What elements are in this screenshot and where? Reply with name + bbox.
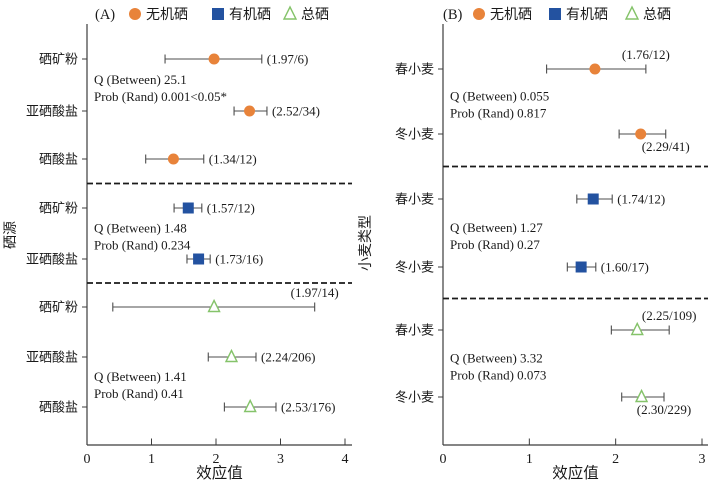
- category-label: 春小麦: [395, 62, 434, 77]
- y-axis-title: 小麦类型: [358, 215, 374, 271]
- prob-rand-stat: Prob (Rand) 0.073: [450, 368, 546, 383]
- category-label: 春小麦: [395, 323, 434, 338]
- effect-size-label: (1.57/12): [207, 201, 255, 216]
- x-tick-label: 4: [342, 452, 349, 467]
- x-axis-title: 效应值: [196, 463, 243, 482]
- x-tick-label: 0: [440, 452, 447, 467]
- organic-se-marker-square: [587, 193, 599, 205]
- legend-label: 总硒: [643, 7, 671, 23]
- panel-label: (A): [95, 7, 115, 23]
- organic-se-marker-square: [212, 8, 224, 20]
- category-label: 亚硒酸盐: [26, 252, 78, 267]
- effect-size-label: (1.60/17): [601, 260, 649, 275]
- category-label: 亚硒酸盐: [26, 350, 78, 365]
- category-label: 硒酸盐: [39, 152, 78, 167]
- total-se-marker-triangle: [630, 321, 644, 336]
- y-axis-title: 硒源: [3, 221, 19, 249]
- x-tick-label: 0: [84, 452, 91, 467]
- category-label: 亚硒酸盐: [26, 104, 78, 119]
- q-between-stat: Q (Between) 25.1: [94, 72, 187, 87]
- category-label: 冬小麦: [395, 127, 434, 142]
- x-axis-title: 效应值: [552, 463, 599, 482]
- effect-size-label: (2.24/206): [261, 350, 316, 365]
- q-between-stat: Q (Between) 1.27: [450, 220, 543, 235]
- inorganic-se-marker-circle: [129, 8, 141, 20]
- organic-se-marker-square: [549, 8, 561, 20]
- effect-size-label: (1.74/12): [617, 192, 665, 207]
- inorganic-se-marker-circle: [589, 63, 601, 75]
- effect-size-label: (1.73/16): [215, 252, 263, 267]
- effect-size-label: (1.76/12): [622, 47, 670, 62]
- prob-rand-stat: Prob (Rand) 0.234: [94, 238, 191, 253]
- category-label: 硒矿粉: [39, 52, 78, 67]
- prob-rand-stat: Prob (Rand) 0.27: [450, 237, 540, 252]
- effect-size-label: (2.29/41): [642, 139, 690, 154]
- total-se-marker-triangle: [207, 298, 221, 313]
- total-se-marker-triangle: [224, 348, 239, 363]
- prob-rand-stat: Prob (Rand) 0.001<0.05*: [94, 89, 227, 104]
- organic-se-marker-square: [182, 202, 194, 214]
- x-tick-label: 1: [148, 452, 155, 467]
- category-label: 硒酸盐: [39, 400, 78, 415]
- x-tick-label: 3: [698, 452, 705, 467]
- x-tick-label: 1: [526, 452, 533, 467]
- category-label: 冬小麦: [395, 390, 434, 405]
- inorganic-se-marker-circle: [208, 53, 220, 65]
- effect-size-label: (2.53/176): [281, 400, 336, 415]
- total-se-marker-triangle: [282, 5, 298, 20]
- effect-size-label: (1.34/12): [209, 152, 257, 167]
- effect-size-label: (2.30/229): [637, 402, 692, 417]
- inorganic-se-marker-circle: [167, 153, 179, 165]
- prob-rand-stat: Prob (Rand) 0.817: [450, 106, 547, 121]
- inorganic-se-marker-circle: [473, 8, 485, 20]
- category-label: 春小麦: [395, 192, 434, 207]
- x-tick-label: 2: [612, 452, 619, 467]
- organic-se-marker-square: [193, 253, 205, 265]
- inorganic-se-marker-circle: [244, 105, 256, 117]
- effect-size-label: (1.97/14): [291, 285, 339, 300]
- legend-label: 有机硒: [229, 7, 271, 23]
- category-label: 冬小麦: [395, 260, 434, 275]
- total-se-marker-triangle: [243, 398, 257, 413]
- legend-label: 总硒: [301, 7, 329, 23]
- inorganic-se-marker-circle: [635, 128, 647, 140]
- q-between-stat: Q (Between) 1.41: [94, 369, 187, 384]
- prob-rand-stat: Prob (Rand) 0.41: [94, 386, 184, 401]
- panel-label: (B): [443, 7, 463, 23]
- total-se-marker-triangle: [634, 388, 649, 403]
- legend-label: 无机硒: [146, 7, 188, 23]
- category-label: 硒矿粉: [39, 300, 78, 315]
- q-between-stat: Q (Between) 3.32: [450, 351, 543, 366]
- total-se-marker-triangle: [624, 5, 640, 20]
- category-label: 硒矿粉: [39, 201, 78, 216]
- effect-size-label: (2.25/109): [642, 308, 697, 323]
- x-tick-label: 2: [213, 452, 220, 467]
- effect-size-label: (2.52/34): [272, 104, 320, 119]
- legend-label: 有机硒: [566, 7, 608, 23]
- organic-se-marker-square: [575, 261, 587, 273]
- effect-size-label: (1.97/6): [267, 52, 309, 67]
- q-between-stat: Q (Between) 0.055: [450, 89, 549, 104]
- x-tick-label: 3: [277, 452, 284, 467]
- q-between-stat: Q (Between) 1.48: [94, 221, 187, 236]
- legend-label: 无机硒: [490, 7, 532, 23]
